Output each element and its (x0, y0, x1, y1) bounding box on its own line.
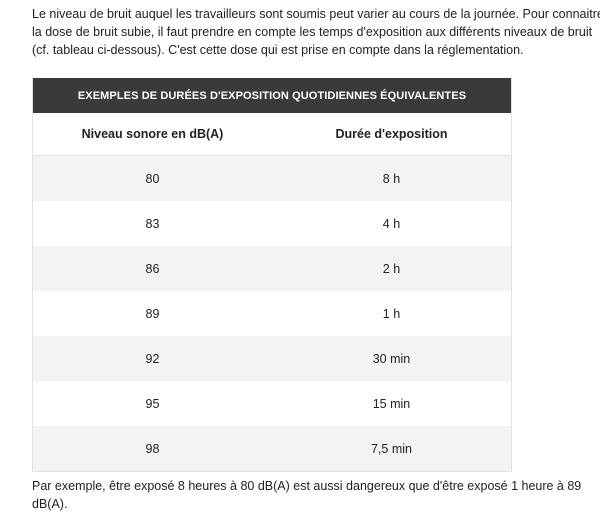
sound-level: 95 (145, 396, 160, 411)
intro-paragraph: Le niveau de bruit auquel les travailleu… (32, 5, 600, 59)
exposure-duration: 8 h (382, 171, 401, 186)
table-row: 92 30 min (32, 336, 512, 381)
sound-level: 80 (145, 171, 160, 186)
exposure-duration: 15 min (372, 396, 411, 411)
sound-level: 98 (145, 441, 160, 456)
column-header: Niveau sonore en dB(A) (32, 113, 272, 156)
sound-level: 89 (145, 306, 160, 321)
exposure-duration: 30 min (372, 351, 411, 366)
text-line: Le niveau de bruit auquel les travailleu… (32, 7, 600, 21)
exposure-table: Exemples de durées d'exposition quotidie… (32, 78, 512, 472)
table-row: 95 15 min (33, 381, 512, 426)
table-body: 80 8 h 83 4 h 86 2 h 89 1 h 92 30 min 95 15 min 98 7,… (32, 155, 512, 472)
sound-level: 83 (145, 216, 160, 231)
text-line: (cf. tableau ci-dessous). C'est cette do… (32, 43, 524, 57)
table-row: 86 2 h (32, 246, 512, 291)
text-line: Par exemple, être exposé 8 heures à 80 d… (32, 479, 582, 493)
exposure-duration: 7,5 min (371, 441, 412, 456)
sound-level: 86 (145, 261, 160, 276)
sound-level: 92 (145, 351, 160, 366)
exposure-duration: 1 h (382, 306, 401, 321)
outro-paragraph: Par exemple, être exposé 8 heures à 80 d… (32, 477, 600, 513)
exposure-duration: 4 h (382, 216, 401, 231)
table-row: 80 8 h (32, 155, 512, 201)
table-row: 89 1 h (33, 291, 512, 336)
text-line: la dose de bruit subie, il faut prendre … (32, 25, 593, 39)
table-row: 98 7,5 min (32, 426, 512, 472)
column-header: Durée d'exposition (272, 113, 512, 156)
table-title: Exemples de durées d'exposition quotidie… (32, 78, 512, 113)
text-line: dB(A). (32, 497, 68, 511)
table-row: 83 4 h (33, 201, 512, 246)
exposure-duration: 2 h (382, 261, 401, 276)
